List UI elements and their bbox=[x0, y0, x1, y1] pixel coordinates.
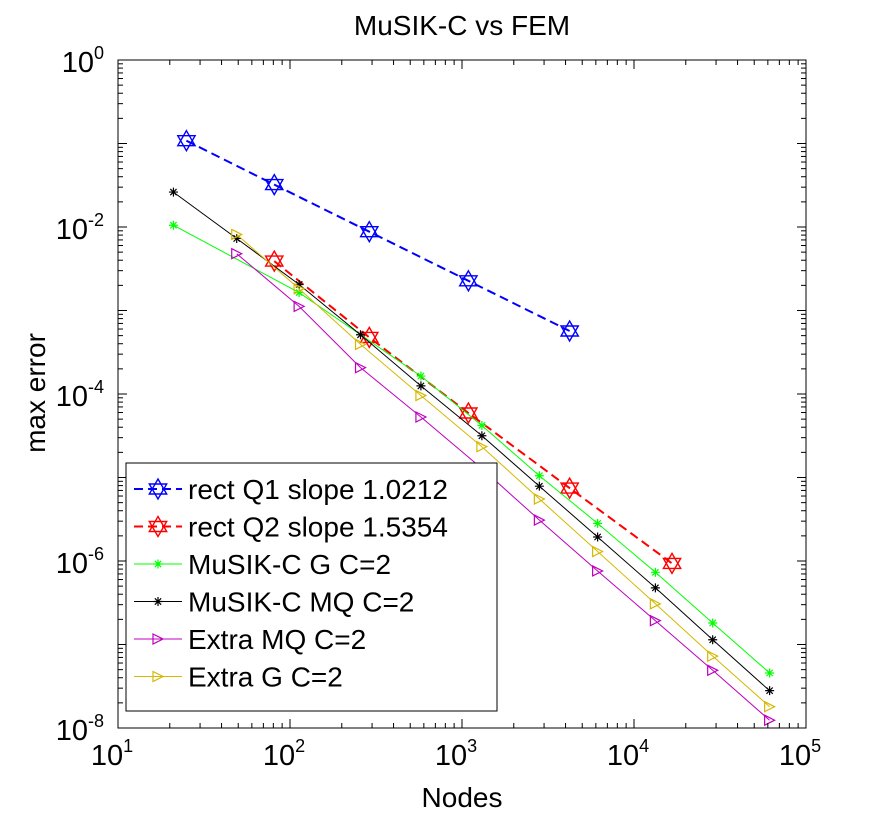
legend-entry-musik-c-mq-c-2: MuSIK-C MQ C=2 bbox=[134, 587, 414, 618]
data-point-musik-c-mq-c-2 bbox=[708, 635, 718, 645]
x-axis-label: Nodes bbox=[422, 782, 503, 813]
data-point-musik-c-g-c-2 bbox=[534, 471, 544, 481]
data-point-musik-c-mq-c-2 bbox=[650, 583, 660, 593]
data-point-musik-c-mq-c-2 bbox=[168, 187, 178, 197]
legend-label: Extra G C=2 bbox=[188, 662, 343, 693]
x-tick-label: 101 bbox=[91, 736, 133, 772]
data-point-extra-mq-c-2 bbox=[649, 614, 662, 627]
legend-entry-musik-c-g-c-2: MuSIK-C G C=2 bbox=[134, 549, 391, 580]
data-point-extra-mq-c-2 bbox=[231, 247, 244, 260]
series-extra-mq-c-2 bbox=[231, 247, 776, 727]
legend-swatch-marker bbox=[152, 633, 165, 645]
chart-title: MuSIK-C vs FEM bbox=[354, 10, 570, 41]
series-line-extra-mq-c-2 bbox=[236, 253, 770, 721]
plot-frame bbox=[117, 59, 807, 729]
data-point-musik-c-mq-c-2 bbox=[232, 233, 242, 243]
data-point-musik-c-g-c-2 bbox=[477, 420, 487, 430]
legend-entry-extra-g-c-2: Extra G C=2 bbox=[134, 662, 343, 693]
y-tick-label: 10-4 bbox=[56, 377, 104, 413]
data-point-extra-mq-c-2 bbox=[354, 361, 367, 374]
data-point-extra-g-c-2 bbox=[592, 545, 604, 558]
data-point-musik-c-mq-c-2 bbox=[477, 431, 487, 441]
series-musik-c-g-c-2 bbox=[168, 220, 775, 678]
legend-swatch-marker bbox=[153, 559, 163, 569]
data-point-rect-q1-slope-1-0212 bbox=[359, 220, 380, 244]
data-point-extra-g-c-2 bbox=[476, 440, 489, 453]
data-point-extra-g-c-2 bbox=[649, 597, 662, 610]
legend: rect Q1 slope 1.0212 rect Q2 slope 1.5354… bbox=[125, 462, 498, 712]
legend-label: rect Q2 slope 1.5354 bbox=[188, 512, 448, 543]
series-musik-c-mq-c-2 bbox=[168, 187, 775, 696]
series-line-rect-q1-slope-1-0212 bbox=[185, 139, 571, 332]
data-point-musik-c-g-c-2 bbox=[650, 567, 660, 577]
legend-swatch-marker bbox=[148, 477, 168, 501]
data-point-rect-q2-slope-1-5354 bbox=[559, 476, 580, 500]
data-point-extra-mq-c-2 bbox=[707, 664, 720, 677]
y-tick-label: 10-6 bbox=[56, 544, 104, 580]
data-point-extra-mq-c-2 bbox=[764, 714, 776, 727]
y-axis-label: max error bbox=[20, 333, 51, 453]
x-tick-label: 104 bbox=[607, 736, 649, 772]
legend-entry-rect-q2-slope-1-5354: rect Q2 slope 1.5354 bbox=[134, 512, 448, 543]
data-point-extra-mq-c-2 bbox=[533, 514, 546, 527]
legend-entries: rect Q1 slope 1.0212 rect Q2 slope 1.5354… bbox=[134, 474, 448, 693]
data-point-extra-g-c-2 bbox=[354, 338, 367, 351]
data-point-musik-c-g-c-2 bbox=[765, 668, 775, 678]
data-point-extra-g-c-2 bbox=[533, 493, 546, 505]
data-point-extra-g-c-2 bbox=[231, 228, 244, 241]
data-point-extra-g-c-2 bbox=[293, 282, 306, 295]
data-point-musik-c-mq-c-2 bbox=[416, 381, 426, 391]
data-point-extra-g-c-2 bbox=[415, 389, 428, 402]
series-rect-q2-slope-1-5354 bbox=[264, 249, 682, 575]
data-point-musik-c-g-c-2 bbox=[593, 518, 603, 528]
legend-label: rect Q1 slope 1.0212 bbox=[188, 474, 448, 505]
data-point-musik-c-mq-c-2 bbox=[534, 481, 544, 491]
data-point-rect-q1-slope-1-0212 bbox=[559, 319, 580, 343]
data-point-musik-c-g-c-2 bbox=[416, 371, 426, 381]
y-tick-label: 10-8 bbox=[56, 711, 104, 747]
data-point-extra-g-c-2 bbox=[707, 650, 720, 663]
data-point-musik-c-mq-c-2 bbox=[356, 330, 366, 340]
data-point-rect-q1-slope-1-0212 bbox=[264, 173, 285, 197]
y-tick-label: 100 bbox=[62, 43, 104, 79]
data-point-extra-mq-c-2 bbox=[592, 564, 604, 577]
series-line-rect-q2-slope-1-5354 bbox=[273, 260, 673, 565]
legend-entry-rect-q1-slope-1-0212: rect Q1 slope 1.0212 bbox=[134, 474, 448, 505]
series-rect-q1-slope-1-0212 bbox=[176, 129, 580, 343]
data-point-musik-c-mq-c-2 bbox=[765, 686, 775, 696]
legend-label: MuSIK-C MQ C=2 bbox=[188, 587, 414, 618]
data-point-musik-c-mq-c-2 bbox=[593, 532, 603, 542]
legend-swatch-marker bbox=[152, 670, 165, 683]
legend-swatch-marker bbox=[148, 515, 168, 538]
x-tick-label: 103 bbox=[435, 736, 477, 772]
legend-label: Extra MQ C=2 bbox=[188, 624, 366, 655]
x-tick-label: 105 bbox=[779, 736, 821, 772]
series-extra-g-c-2 bbox=[231, 228, 776, 713]
x-tick-labels: 101 102 103 104 105 bbox=[91, 736, 821, 772]
data-point-extra-mq-c-2 bbox=[293, 300, 306, 313]
legend-entry-extra-mq-c-2: Extra MQ C=2 bbox=[134, 624, 366, 655]
series-line-extra-g-c-2 bbox=[236, 234, 770, 708]
series-layer bbox=[168, 129, 776, 727]
data-point-musik-c-g-c-2 bbox=[708, 618, 718, 628]
data-point-extra-g-c-2 bbox=[764, 700, 776, 713]
legend-label: MuSIK-C G C=2 bbox=[188, 549, 391, 580]
legend-swatch-marker bbox=[153, 597, 163, 606]
data-point-rect-q1-slope-1-0212 bbox=[176, 129, 197, 153]
y-tick-labels: 100 10-2 10-4 10-6 10-8 bbox=[56, 43, 104, 747]
y-tick-label: 10-2 bbox=[56, 210, 104, 246]
data-point-rect-q1-slope-1-0212 bbox=[458, 269, 479, 293]
x-tick-label: 102 bbox=[263, 736, 305, 772]
data-point-musik-c-g-c-2 bbox=[168, 220, 178, 230]
data-point-musik-c-g-c-2 bbox=[294, 288, 304, 298]
legend-box bbox=[125, 462, 498, 712]
data-point-rect-q2-slope-1-5354 bbox=[662, 551, 682, 575]
data-point-extra-mq-c-2 bbox=[415, 411, 428, 423]
data-point-musik-c-mq-c-2 bbox=[294, 279, 304, 289]
